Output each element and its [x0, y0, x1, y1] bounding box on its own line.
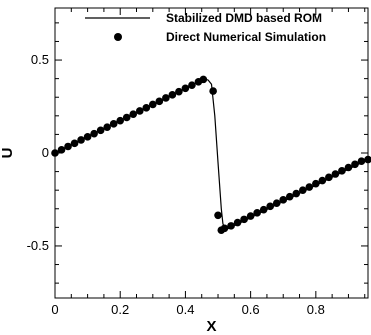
dns-marker	[325, 173, 333, 182]
y-tick-label: 0	[42, 145, 49, 160]
dns-marker	[344, 163, 353, 172]
dns-marker	[285, 192, 294, 201]
x-tick-label: 0	[51, 302, 58, 317]
legend-label-dns: Direct Numerical Simulation	[166, 30, 326, 44]
y-axis-label: U	[0, 148, 16, 159]
dns-marker	[199, 75, 208, 84]
legend-marker-sample	[114, 33, 122, 41]
x-tick-label: 0.6	[242, 302, 260, 317]
dns-marker	[266, 202, 274, 211]
dns-marker	[312, 179, 320, 188]
dns-marker	[240, 215, 248, 224]
dns-marker	[305, 183, 314, 191]
data-layer	[51, 75, 371, 234]
dns-marker	[109, 120, 118, 128]
dns-marker	[162, 94, 170, 102]
dns-marker	[188, 81, 196, 89]
dns-marker	[77, 136, 85, 144]
series-line-rom	[54, 78, 369, 230]
dns-marker	[279, 196, 288, 204]
dns-marker	[90, 129, 98, 138]
dns-marker	[149, 100, 157, 109]
dns-marker	[181, 84, 190, 93]
x-axis-label: X	[206, 318, 216, 335]
legend-label-rom: Stabilized DMD based ROM	[166, 11, 322, 25]
dns-marker	[272, 199, 281, 207]
dns-marker	[64, 142, 72, 151]
dns-marker	[96, 126, 105, 135]
dns-marker	[233, 218, 242, 227]
dns-marker	[103, 123, 111, 131]
dns-marker	[142, 104, 151, 112]
legend: Stabilized DMD based ROM Direct Numerica…	[85, 11, 326, 44]
dns-marker	[220, 224, 229, 233]
dns-marker	[116, 116, 125, 125]
dns-marker	[70, 139, 79, 148]
dns-marker	[214, 211, 222, 220]
dns-marker	[129, 110, 138, 118]
dns-marker	[83, 133, 92, 141]
y-tick-label: 0.5	[31, 52, 49, 67]
dns-marker	[57, 146, 66, 154]
dns-marker	[331, 170, 340, 178]
dns-marker	[351, 160, 359, 169]
dns-marker	[227, 222, 235, 230]
y-tick-label: -0.5	[27, 238, 49, 253]
dns-marker	[209, 87, 217, 95]
dns-marker	[259, 205, 268, 214]
dns-marker	[175, 87, 183, 96]
x-tick-label: 0.4	[176, 302, 194, 317]
dns-marker	[298, 186, 307, 194]
dns-marker	[168, 91, 177, 99]
dns-marker	[292, 189, 301, 198]
dns-marker	[357, 157, 366, 165]
dns-marker	[318, 176, 327, 185]
x-tick-label: 0.2	[111, 302, 129, 317]
dns-marker	[155, 97, 164, 106]
x-tick-label: 0.8	[307, 302, 325, 317]
dns-marker	[246, 212, 255, 220]
dns-marker	[338, 167, 346, 175]
dns-marker	[122, 113, 131, 122]
dns-marker	[135, 107, 144, 115]
dns-marker	[253, 209, 261, 217]
ticks-layer: 0 0.2 0.4 0.6 0.8 -0.5 0 0.5	[27, 8, 368, 317]
plot-frame	[54, 7, 369, 299]
